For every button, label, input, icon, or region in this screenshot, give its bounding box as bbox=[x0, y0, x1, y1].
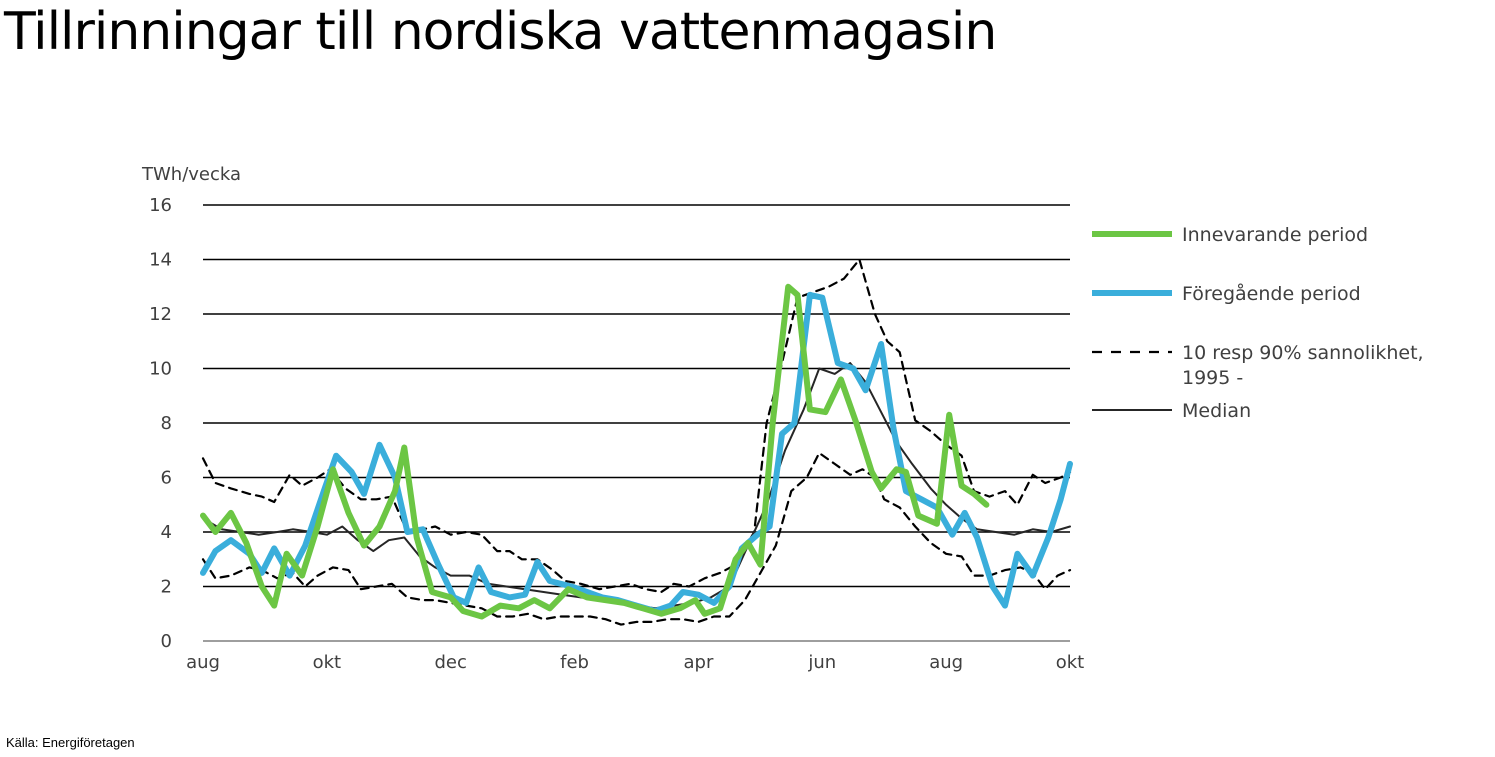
y-axis-unit-label: TWh/vecka bbox=[141, 164, 241, 185]
y-tick-label: 6 bbox=[161, 468, 172, 489]
chart-series bbox=[200, 258, 1073, 626]
y-tick-label: 8 bbox=[161, 413, 172, 434]
y-tick-label: 16 bbox=[149, 195, 172, 216]
legend-label: Föregående period bbox=[1182, 282, 1361, 305]
x-tick-label: apr bbox=[683, 652, 713, 673]
y-tick-label: 12 bbox=[149, 304, 172, 325]
x-tick-label: jun bbox=[807, 652, 836, 673]
chart-gridlines bbox=[203, 204, 1070, 642]
slide-title: Tillrinningar till nordiska vattenmagasi… bbox=[4, 2, 997, 62]
x-tick-label: aug bbox=[929, 652, 963, 673]
series-line-2 bbox=[201, 258, 1072, 594]
series-line-1 bbox=[200, 291, 1073, 614]
source-note: Källa: Energiföretagen bbox=[6, 735, 135, 750]
legend-label: Median bbox=[1182, 400, 1251, 422]
y-tick-label: 14 bbox=[149, 250, 172, 271]
series-line-0 bbox=[200, 283, 990, 620]
legend-label: Innevarande period bbox=[1182, 224, 1368, 246]
series-line-3 bbox=[201, 451, 1072, 626]
x-tick-label: aug bbox=[186, 652, 220, 673]
legend-label-line2: 1995 - bbox=[1182, 367, 1243, 389]
x-axis-ticks: aug okt dec feb apr jun aug okt bbox=[186, 652, 1084, 673]
y-axis-ticks: 0 2 4 6 8 10 12 14 16 bbox=[149, 195, 172, 652]
legend-label: 10 resp 90% sannolikhet, bbox=[1182, 342, 1424, 364]
x-tick-label: okt bbox=[313, 652, 342, 673]
x-tick-label: dec bbox=[435, 652, 467, 673]
chart-legend: Innevarande period Föregående period 10 re… bbox=[1092, 224, 1424, 422]
x-tick-label: okt bbox=[1056, 652, 1085, 673]
y-tick-label: 10 bbox=[149, 359, 172, 380]
x-tick-label: feb bbox=[560, 652, 589, 673]
y-tick-label: 0 bbox=[161, 631, 172, 652]
y-tick-label: 2 bbox=[161, 577, 172, 598]
y-tick-label: 4 bbox=[161, 522, 172, 543]
